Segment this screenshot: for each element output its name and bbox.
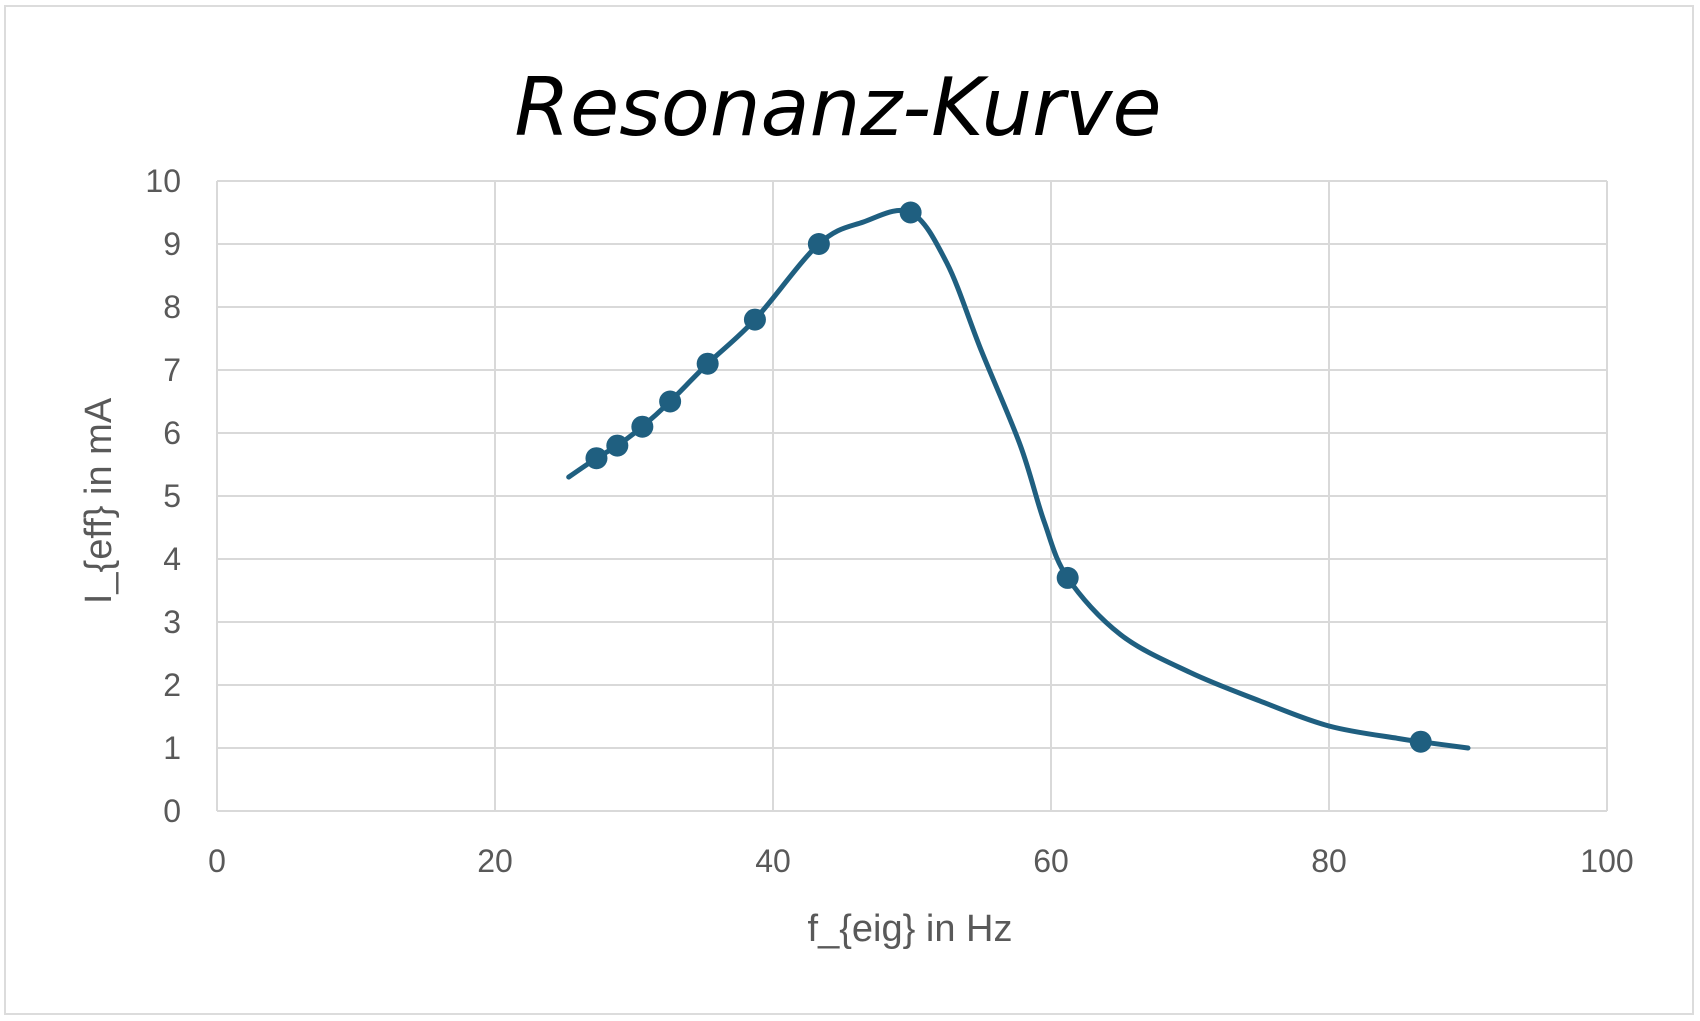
x-tick-label: 100 [1580,843,1633,879]
x-tick-label: 60 [1033,843,1069,879]
x-tick-label: 80 [1311,843,1347,879]
y-tick-label: 9 [163,226,181,262]
chart-frame: 0 1 2 3 4 5 6 7 8 9 10 0 20 40 60 80 100 Resonanz-Kurve … [4,5,1694,1015]
resonance-curve [566,207,1471,751]
y-tick-label: 4 [163,541,181,577]
data-point [743,308,766,331]
data-point [899,201,922,224]
y-tick-label: 1 [163,730,181,766]
y-tick-label: 5 [163,478,181,514]
data-point [606,434,629,457]
y-tick-label: 0 [163,793,181,829]
x-axis-title: f_{eig} in Hz [808,908,1013,950]
data-point [1409,730,1432,753]
data-point [585,447,608,470]
y-tick-label: 8 [163,289,181,325]
y-axis-title: I_{eff} in mA [78,397,120,604]
grid-layer [216,180,1608,812]
x-tick-label: 0 [208,843,226,879]
data-point [696,352,719,375]
y-tick-label: 7 [163,352,181,388]
x-tick-label: 20 [477,843,513,879]
y-tick-label: 3 [163,604,181,640]
y-tick-label: 10 [145,163,181,199]
data-point [1056,566,1079,589]
curve-layer [566,207,1471,751]
chart-title: Resonanz-Kurve [514,61,1161,154]
data-point [659,390,682,413]
data-point [807,233,830,255]
point-layer [585,201,1432,753]
y-tick-label: 2 [163,667,181,703]
x-tick-label: 40 [755,843,791,879]
y-tick-label: 6 [163,415,181,451]
data-point [631,415,654,438]
